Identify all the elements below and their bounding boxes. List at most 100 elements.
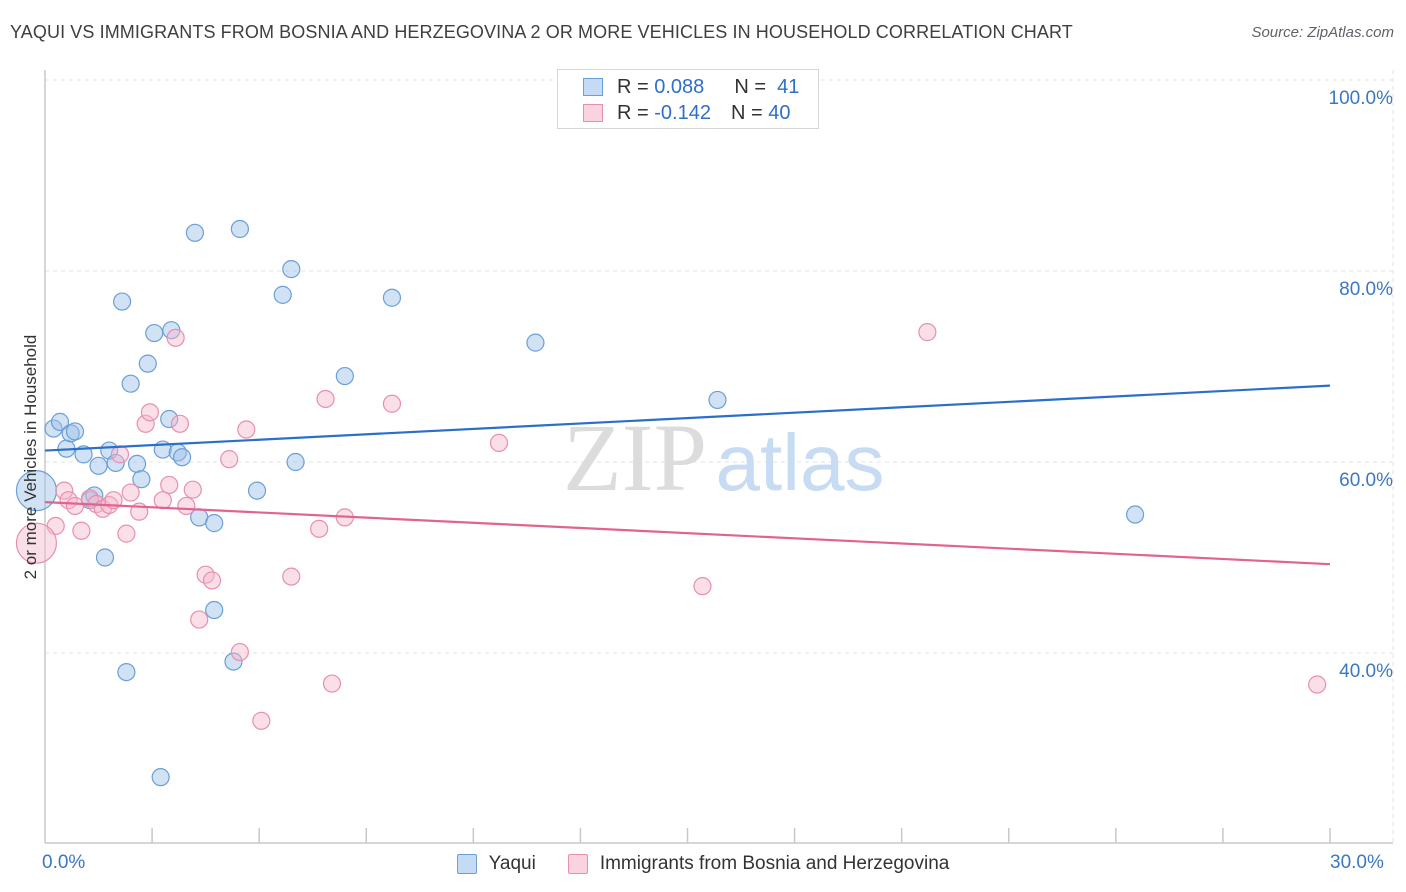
yaqui-point (382, 288, 402, 307)
stats-legend: R = 0.088 N = 41 R = -0.142 N = 40 (557, 69, 819, 129)
y-tick-label: 80.0% (1339, 279, 1393, 300)
bosnia-point (693, 577, 712, 596)
legend-r-value: -0.142 (654, 101, 711, 124)
legend-row-yaqui: R = 0.088 N = 41 (583, 75, 799, 99)
yaqui-point (230, 219, 249, 239)
bosnia-point (252, 711, 271, 730)
yaqui-point (247, 481, 267, 500)
yaqui-point (160, 409, 179, 429)
bosnia-point (918, 323, 937, 342)
yaqui-point (89, 456, 108, 475)
yaqui-point (205, 600, 224, 620)
yaqui-point (526, 333, 545, 352)
yaqui-point (335, 366, 354, 386)
yaqui-point (132, 470, 151, 489)
bosnia-point (230, 642, 249, 662)
bosnia-point (117, 524, 136, 543)
bosnia-point (310, 519, 329, 538)
bosnia-point (489, 433, 509, 452)
bosnia-point (15, 522, 58, 564)
yaqui-point (185, 223, 205, 242)
legend-swatch-bosnia (583, 104, 603, 122)
bosnia-point (1308, 675, 1327, 694)
bosnia-point (183, 480, 202, 499)
data-points (15, 219, 1327, 787)
chart-title: YAQUI VS IMMIGRANTS FROM BOSNIA AND HERZ… (10, 22, 1073, 42)
yaqui-point (106, 453, 125, 473)
legend-n-label: N = (734, 75, 766, 98)
bosnia-point (220, 450, 239, 469)
bosnia-point (177, 496, 196, 516)
legend-key-bosnia (567, 854, 588, 874)
bosnia-point (316, 389, 335, 409)
bosnia-point (72, 521, 91, 540)
bosnia-point (382, 394, 402, 413)
bosnia-point (110, 445, 130, 464)
yaqui-point (172, 448, 192, 467)
legend-n-value: 41 (777, 75, 800, 98)
yaqui-point (127, 454, 147, 474)
legend-r-label: R = (617, 75, 649, 98)
y-axis-title: 2 or more Vehicles in Household (21, 334, 40, 580)
bosnia-point (322, 674, 342, 693)
yaqui-point (95, 548, 115, 567)
legend-item-bosnia[interactable]: Immigrants from Bosnia and Herzegovina (567, 853, 950, 875)
bosnia-point (190, 610, 209, 629)
watermark-atlas: atlas (716, 418, 885, 507)
legend-n-label: N = (730, 101, 763, 124)
bosnia-point (140, 403, 160, 422)
trend-lines (44, 384, 1331, 566)
y-tick-label: 40.0% (1339, 661, 1393, 682)
bosnia-point (160, 475, 179, 495)
y-tick-label: 60.0% (1339, 470, 1393, 491)
bosnia-point (65, 496, 85, 516)
yaqui-point (205, 514, 224, 533)
bosnia-trend-line (44, 501, 1331, 566)
yaqui-point (44, 419, 63, 438)
watermark-zip: ZIP (563, 404, 707, 511)
legend-n-value: 40 (768, 101, 791, 124)
bosnia-point (121, 483, 140, 502)
yaqui-point (282, 259, 301, 279)
yaqui-point (15, 470, 58, 512)
legend-swatch-yaqui (583, 78, 603, 96)
source-label: Source: ZipAtlas.com (1251, 24, 1394, 41)
bosnia-point (136, 414, 155, 433)
yaqui-point (286, 452, 305, 472)
x-tick-max: 30.0% (1330, 852, 1384, 873)
yaqui-point (145, 323, 164, 343)
y-tick-label: 100.0% (1329, 88, 1394, 109)
yaqui-point (273, 285, 292, 304)
yaqui-trend-line (44, 384, 1331, 452)
yaqui-point (121, 374, 140, 393)
legend-r-value: 0.088 (654, 75, 705, 98)
yaqui-point (117, 662, 136, 682)
yaqui-point (65, 422, 85, 441)
yaqui-point (112, 292, 132, 311)
legend-r-label: R = (617, 101, 649, 124)
axes (44, 70, 1393, 844)
bosnia-point (166, 328, 185, 347)
y-tick-labels: 100.0% 80.0% 60.0% 40.0% (1329, 88, 1394, 682)
yaqui-point (151, 768, 170, 787)
yaqui-point (708, 390, 727, 410)
bosnia-point (237, 420, 256, 439)
legend-label-yaqui: Yaqui (488, 853, 536, 874)
yaqui-point (74, 445, 93, 464)
bosnia-point (282, 567, 301, 586)
series-legend: Yaqui Immigrants from Bosnia and Herzego… (0, 850, 1406, 878)
bosnia-point (170, 414, 190, 433)
legend-key-yaqui (456, 854, 477, 874)
legend-item-yaqui[interactable]: Yaqui (456, 853, 536, 875)
bosnia-point (202, 571, 222, 590)
legend-label-bosnia: Immigrants from Bosnia and Herzegovina (599, 853, 950, 874)
x-tick-min: 0.0% (42, 852, 86, 873)
yaqui-point (224, 652, 243, 671)
yaqui-point (138, 354, 157, 373)
yaqui-point (1126, 505, 1145, 524)
legend-row-bosnia: R = -0.142 N = 40 (583, 101, 790, 125)
watermark: ZIP atlas (563, 404, 884, 511)
bosnia-point (55, 481, 74, 500)
yaqui-point (50, 412, 70, 431)
